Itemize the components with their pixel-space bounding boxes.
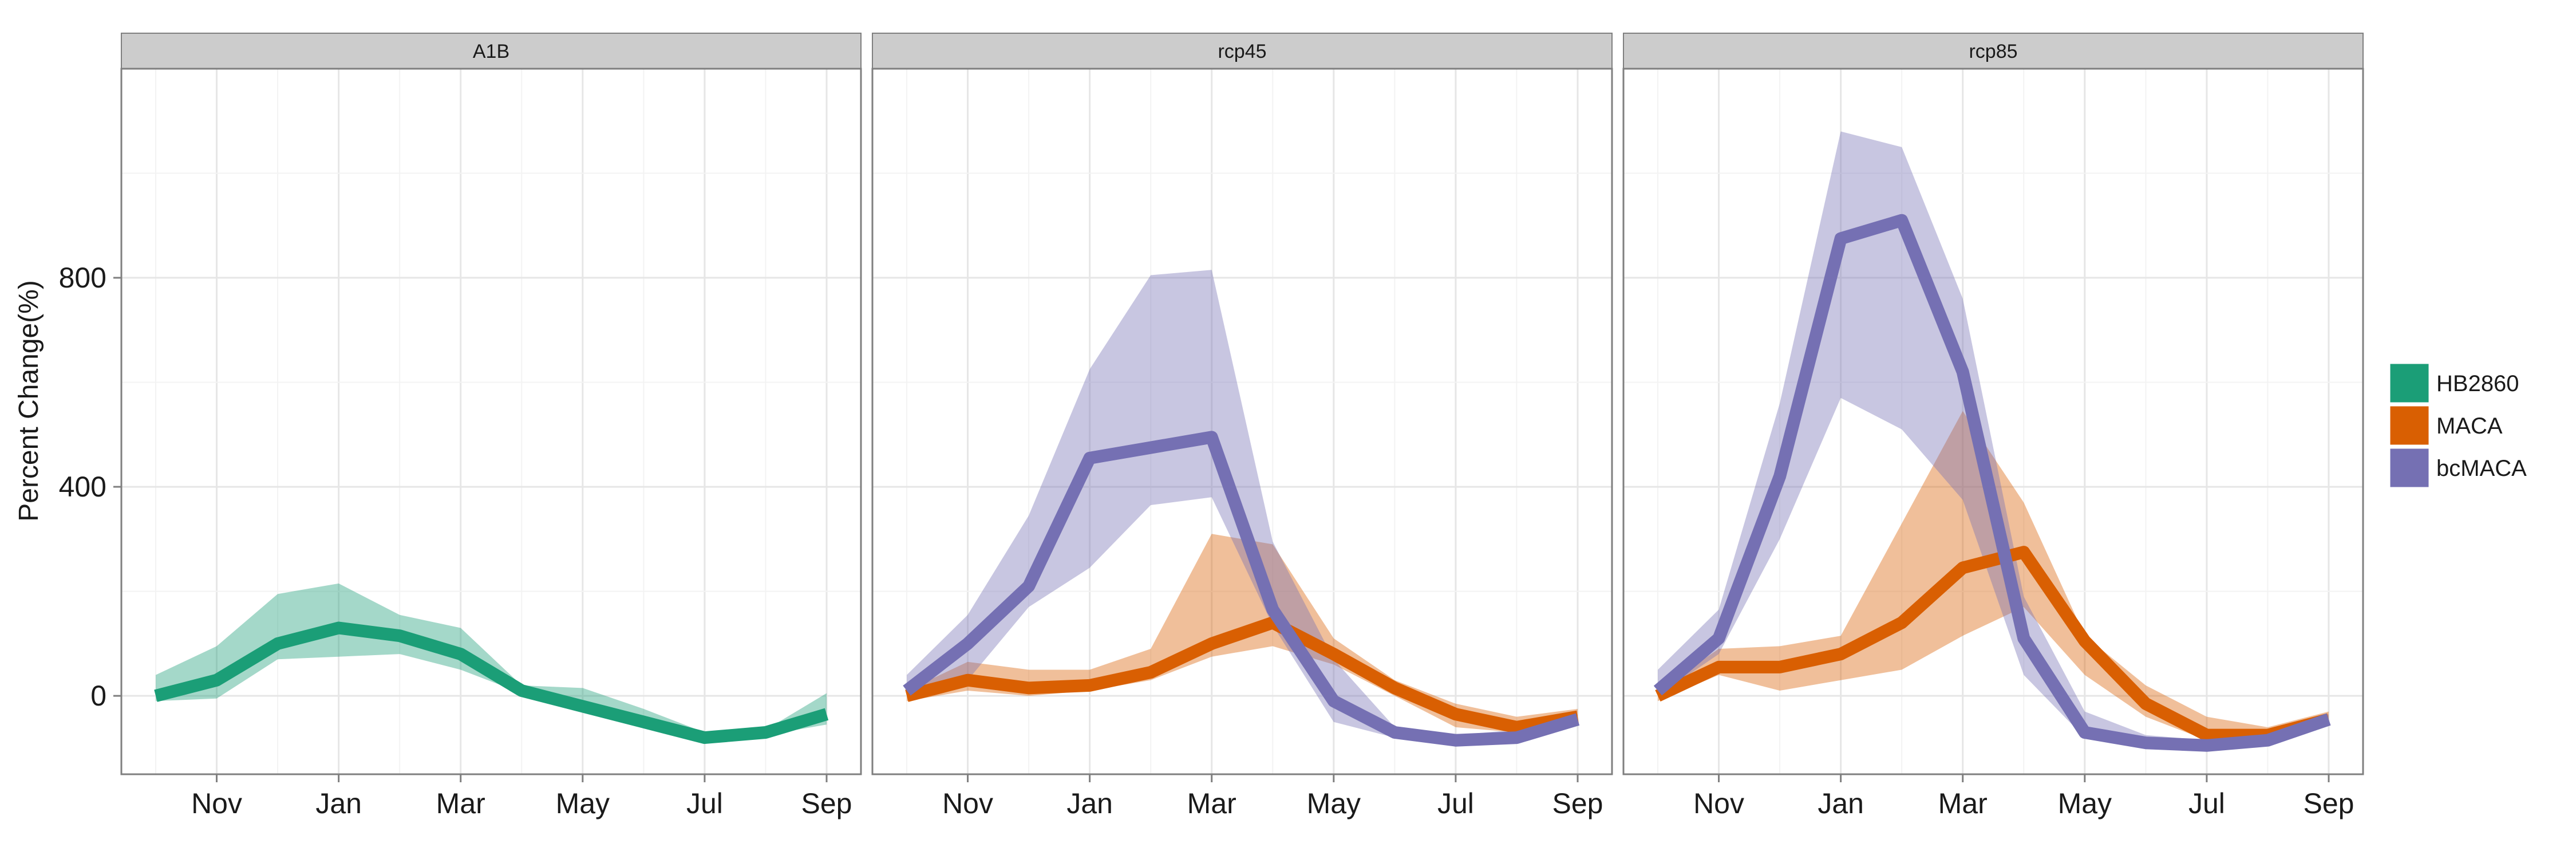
x-tick-label: Sep — [2304, 787, 2354, 819]
x-tick-label: Jan — [315, 787, 362, 819]
panel-rcp85: rcp85 Nov Jan Mar May Jul Sep — [1622, 33, 2364, 819]
x-tick-label: Nov — [1693, 787, 1744, 819]
legend-item-bcMACA: bcMACA — [2388, 447, 2527, 489]
x-tick-label: Sep — [801, 787, 852, 819]
x-tick-label: Jul — [686, 787, 723, 819]
legend-key — [2388, 404, 2431, 447]
legend-item-MACA: MACA — [2388, 404, 2503, 447]
panel-A1B: A1B Nov Jan Mar May Jul Sep 0 400 800 — [59, 33, 862, 819]
x-tick-label: Jan — [1818, 787, 1864, 819]
legend-item-HB2860: HB2860 — [2388, 362, 2519, 404]
panel-rcp45: rcp45 Nov Jan Mar May Jul Sep — [871, 33, 1613, 819]
line-bcMACA — [1653, 214, 2331, 752]
line-bcMACA — [903, 431, 1580, 747]
legend-key — [2388, 447, 2431, 489]
x-tick-label: Mar — [436, 787, 485, 819]
x-tick-label: May — [2058, 787, 2112, 819]
x-tick-label: Jul — [1437, 787, 1474, 819]
x-tick-label: Sep — [1552, 787, 1603, 819]
panel-border — [1622, 68, 2364, 775]
panel-strip-label: A1B — [473, 41, 509, 62]
panel-strip-label: rcp45 — [1218, 41, 1266, 62]
legend-label: HB2860 — [2436, 371, 2519, 396]
line-HB2860 — [154, 621, 829, 744]
x-tick-label: Nov — [942, 787, 993, 819]
panel-strip — [121, 33, 862, 69]
x-tick-label: Jan — [1066, 787, 1113, 819]
legend-label: MACA — [2436, 413, 2503, 439]
x-tick-label: Mar — [1187, 787, 1236, 819]
y-tick-label: 800 — [59, 262, 106, 294]
x-tick-label: May — [1307, 787, 1361, 819]
line-MACA — [1655, 546, 2330, 742]
ribbon-HB2860 — [156, 583, 827, 740]
line-MACA — [905, 616, 1579, 734]
x-tick-label: May — [556, 787, 610, 819]
y-tick-label: 0 — [90, 680, 106, 712]
panels: A1B Nov Jan Mar May Jul Sep 0 400 800 rcp45 Nov Jan M… — [59, 33, 2364, 819]
x-tick-label: Jul — [2188, 787, 2225, 819]
y-tick-label: 400 — [59, 471, 106, 503]
y-axis-title: Percent Change(%) — [14, 280, 44, 522]
legend-key — [2388, 362, 2431, 404]
x-tick-label: Nov — [191, 787, 242, 819]
panel-strip — [872, 33, 1613, 69]
panel-strip — [1623, 33, 2364, 69]
panel-border — [871, 68, 1613, 775]
panel-border — [120, 68, 862, 775]
legend-label: bcMACA — [2436, 456, 2527, 481]
legend: HB2860 MACA bcMACA — [2388, 362, 2527, 489]
panel-strip-label: rcp85 — [1969, 41, 2017, 62]
plot-background — [872, 69, 1612, 774]
plot-background — [1623, 69, 2363, 774]
x-tick-label: Mar — [1938, 787, 1988, 819]
